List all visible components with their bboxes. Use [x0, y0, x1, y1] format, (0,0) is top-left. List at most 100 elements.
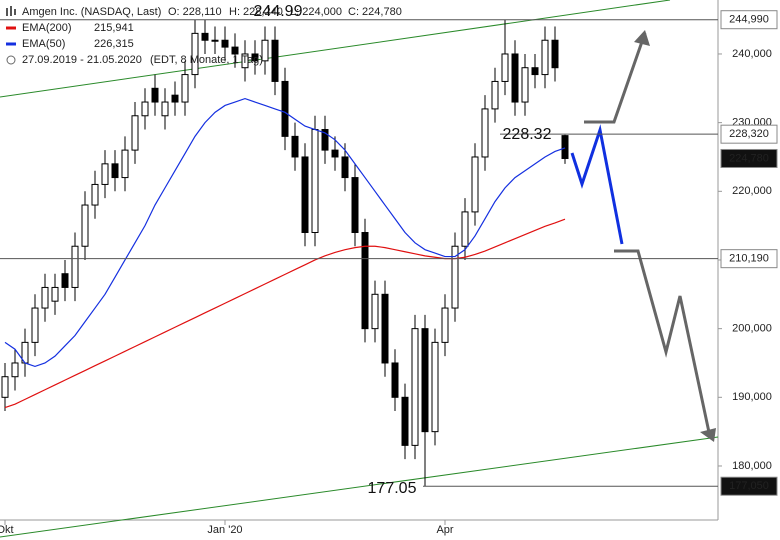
candle-body: [351, 177, 359, 234]
candle-body: [181, 74, 189, 103]
range: 27.09.2019 - 21.05.2020: [22, 54, 142, 66]
candle-body: [541, 39, 549, 76]
level-badge: [720, 476, 778, 496]
legend-label: EMA(200): [22, 22, 72, 34]
candle-body: [411, 328, 419, 446]
icon: [6, 8, 8, 16]
level-label: 244,990: [729, 14, 769, 26]
candle-body: [1, 376, 9, 398]
trend-line: [0, 436, 719, 538]
candle-body: [551, 39, 559, 69]
candle-body: [421, 328, 429, 433]
icon: [14, 9, 16, 15]
candle-body: [291, 135, 299, 158]
candle-body: [461, 211, 469, 247]
plot: [1, 19, 569, 487]
level-badge: [720, 124, 778, 144]
candle-body: [381, 293, 389, 364]
candle-body: [151, 87, 159, 103]
candle-body: [491, 80, 499, 110]
candle-body: [211, 39, 219, 42]
candle-body: [301, 156, 309, 234]
legend-value: 215,941: [94, 22, 134, 34]
candle-body: [191, 32, 199, 76]
candle-body: [341, 156, 349, 179]
icon: [6, 55, 16, 65]
arrow-head: [700, 428, 716, 442]
candle-body: [511, 53, 519, 103]
ohlc: H: 228,240: [229, 6, 283, 18]
level-label: 210,190: [729, 253, 769, 265]
candle-body: [271, 39, 279, 82]
candle-body: [101, 163, 109, 185]
candle-body: [81, 204, 89, 247]
x-tick-label: Jan '20: [207, 524, 242, 536]
trend-line: [0, 0, 671, 98]
level-label: 228,320: [729, 128, 769, 140]
candle-body: [171, 94, 179, 103]
candle-body: [391, 362, 399, 398]
y-tick-label: 240,000: [732, 48, 772, 60]
candle-body: [161, 101, 169, 117]
x-tick-label: Okt: [0, 524, 14, 536]
legend-label: EMA(50): [22, 38, 65, 50]
ohlc: O: 228,110: [168, 6, 222, 18]
candle-body: [31, 307, 39, 343]
candle-body: [481, 108, 489, 158]
candle-body: [71, 245, 79, 288]
level-label: 177,050: [729, 480, 769, 492]
y-tick-label: 190,000: [732, 391, 772, 403]
candle-body: [561, 135, 569, 159]
x-tick-label: Apr: [436, 524, 453, 536]
ema-line: [4, 97, 566, 368]
candle-body: [91, 183, 99, 206]
candle-body: [531, 67, 539, 76]
candle-body: [281, 80, 289, 137]
candle-body: [471, 156, 479, 213]
level-label: 224,780: [729, 152, 769, 164]
candle-body: [431, 341, 439, 433]
candle-body: [321, 129, 329, 151]
candle-body: [51, 286, 59, 302]
candle-body: [131, 115, 139, 151]
title: Amgen Inc. (NASDAQ, Last): [22, 6, 161, 18]
candle-body: [61, 273, 69, 288]
range-note: (EDT, 8 Monate, 1 Tag): [150, 54, 263, 66]
candle-body: [221, 39, 229, 48]
icon: [10, 6, 12, 16]
annotation: 244.99: [254, 3, 303, 20]
candle-body: [311, 129, 319, 234]
ema-line: [4, 218, 566, 409]
level-badge: [720, 249, 778, 269]
candle-body: [141, 101, 149, 117]
candle-body: [361, 232, 369, 330]
candle-body: [261, 39, 269, 62]
arrow-head: [634, 30, 650, 46]
projection: [584, 32, 647, 124]
candle-body: [201, 32, 209, 41]
projection: [614, 249, 712, 438]
y-tick-label: 180,000: [732, 460, 772, 472]
projection: [570, 124, 624, 245]
candle-body: [401, 396, 409, 446]
candle-body: [231, 46, 239, 55]
candle-body: [11, 362, 19, 378]
candle-body: [331, 149, 339, 158]
candle-body: [121, 149, 129, 179]
annotation: 177.05: [368, 480, 417, 497]
candle-body: [111, 163, 119, 179]
candle-body: [371, 293, 379, 330]
candle-body: [501, 53, 509, 82]
annotation: 228.32: [503, 126, 552, 143]
candle-body: [241, 53, 249, 69]
ohlc: C: 224,780: [348, 6, 402, 18]
ohlc: L: 224,000: [290, 6, 342, 18]
y-tick-label: 220,000: [732, 185, 772, 197]
candle-body: [451, 245, 459, 309]
level-badge: [720, 148, 778, 168]
candle-body: [521, 67, 529, 103]
level-badge: [720, 10, 778, 30]
legend-value: 226,315: [94, 38, 134, 50]
